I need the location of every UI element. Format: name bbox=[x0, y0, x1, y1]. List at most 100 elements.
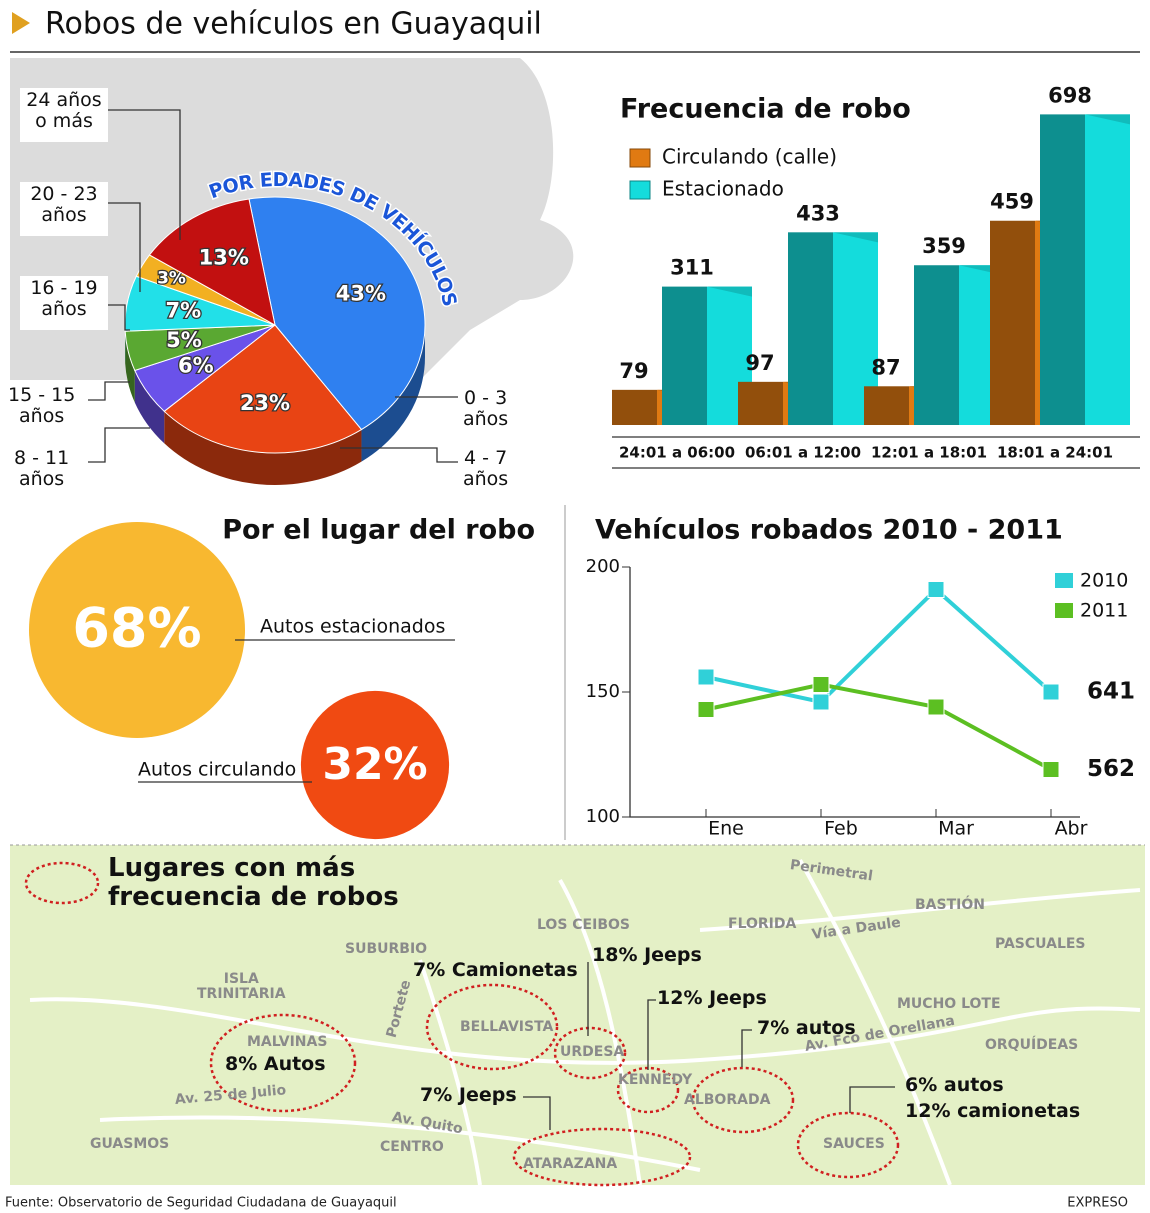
line-marker bbox=[927, 581, 945, 598]
callout-label: 18% Jeeps bbox=[592, 944, 702, 966]
leader-line bbox=[88, 427, 150, 463]
proportion-circle bbox=[29, 522, 245, 738]
place-label: PASCUALES bbox=[995, 936, 1086, 952]
place-label: KENNEDY bbox=[618, 1072, 693, 1088]
line-series bbox=[705, 586, 1053, 705]
leader-line bbox=[647, 999, 656, 1070]
legend-swatch bbox=[629, 180, 651, 200]
line-marker bbox=[697, 668, 715, 686]
pie-category-label: 24 años o más bbox=[20, 88, 108, 142]
place-label: CENTRO bbox=[380, 1139, 444, 1155]
legend-swatch bbox=[629, 148, 651, 168]
credit: EXPRESO bbox=[1067, 1196, 1128, 1211]
x-tick-label: Ene bbox=[708, 818, 744, 840]
chart-title: Frecuencia de robo bbox=[620, 94, 911, 125]
bar-value-label: 87 bbox=[871, 355, 900, 379]
x-tick-label: Abr bbox=[1055, 818, 1088, 840]
bar-top bbox=[1040, 114, 1130, 125]
leader-line bbox=[108, 304, 130, 331]
line-marker bbox=[697, 701, 715, 718]
map-roads bbox=[29, 859, 1141, 1186]
circle-category-label: Autos circulando bbox=[138, 759, 296, 781]
callout-label: 7% Camionetas bbox=[413, 959, 578, 981]
series-total-label: 641 bbox=[1087, 679, 1135, 705]
proportion-circle bbox=[300, 690, 450, 840]
pie-category-label: 16 - 19 años bbox=[20, 276, 108, 330]
leader-line bbox=[849, 1086, 895, 1113]
legend-label: Estacionado bbox=[662, 177, 784, 201]
bar-top bbox=[788, 232, 878, 243]
place-label: ISLA TRINITARIA bbox=[197, 971, 286, 1003]
line-marker bbox=[812, 676, 830, 693]
bar-value-label: 97 bbox=[745, 351, 774, 375]
hotspot-ellipse bbox=[209, 1013, 357, 1113]
pie-value-label: 7% bbox=[166, 298, 202, 322]
x-tick-label: Mar bbox=[938, 818, 974, 840]
hotspot-ellipse bbox=[512, 1127, 692, 1187]
legend-label: Circulando (calle) bbox=[662, 145, 837, 169]
pie-slice-side bbox=[361, 325, 426, 462]
bar-value-label: 459 bbox=[990, 190, 1034, 214]
pie-category-label: 20 - 23 años bbox=[20, 182, 108, 236]
pie-category-label: 0 - 3 años bbox=[463, 387, 509, 430]
pie-category-label: 4 - 7 años bbox=[463, 447, 509, 490]
page-title: Robos de vehículos en Guayaquil bbox=[45, 7, 542, 42]
source: Fuente: Observatorio de Seguridad Ciudad… bbox=[5, 1196, 397, 1211]
bar-value-label: 698 bbox=[1048, 83, 1092, 107]
bar bbox=[1085, 114, 1130, 425]
line-marker bbox=[1042, 761, 1060, 778]
pie-category-label: 8 - 11 años bbox=[14, 447, 70, 490]
legend-label: 2011 bbox=[1080, 600, 1128, 622]
leader-line bbox=[741, 1029, 752, 1067]
hotspot-ellipse bbox=[553, 1026, 627, 1080]
place-label: SAUCES bbox=[823, 1136, 885, 1152]
legend-swatch bbox=[1055, 573, 1073, 588]
pie-value-label: 3% bbox=[157, 268, 186, 288]
place-label: BASTIÓN bbox=[915, 897, 985, 913]
y-tick-label: 100 bbox=[586, 806, 620, 827]
title-marker bbox=[12, 12, 30, 34]
place-label: ALBORADA bbox=[684, 1092, 771, 1108]
pie-slice bbox=[163, 324, 363, 454]
chart-title: Vehículos robados 2010 - 2011 bbox=[595, 515, 1063, 546]
hotspot-ellipse bbox=[796, 1111, 900, 1179]
bar-side bbox=[612, 389, 657, 425]
bar-side bbox=[788, 232, 833, 425]
pie-value-label: 43% bbox=[336, 282, 386, 306]
leader-line bbox=[523, 1096, 551, 1130]
pie-category-label: 15 - 15 años bbox=[8, 384, 76, 427]
place-label: ORQUÍDEAS bbox=[985, 1037, 1079, 1053]
callout-label: 7% autos bbox=[757, 1017, 856, 1039]
y-tick-label: 200 bbox=[586, 556, 620, 577]
place-label: SUBURBIO bbox=[345, 941, 428, 957]
line-marker bbox=[927, 698, 945, 716]
bar-value-label: 79 bbox=[619, 359, 648, 383]
place-label: MUCHO LOTE bbox=[897, 996, 1001, 1012]
circle-value-label: 32% bbox=[322, 739, 427, 790]
place-label: GUASMOS bbox=[90, 1136, 170, 1152]
line-marker bbox=[812, 693, 830, 711]
chart-title: Por el lugar del robo bbox=[222, 515, 535, 546]
circle-category-label: Autos estacionados bbox=[260, 616, 445, 638]
callout-label: 12% Jeeps bbox=[657, 987, 767, 1009]
bar-side bbox=[990, 220, 1035, 425]
bar-top bbox=[662, 286, 752, 297]
hotspot-ellipse bbox=[425, 983, 559, 1071]
pie-slice-side bbox=[134, 370, 165, 444]
pie-slice-side bbox=[164, 411, 362, 485]
pie-value-label: 6% bbox=[178, 354, 214, 378]
pie-value-label: 5% bbox=[166, 328, 202, 352]
line-marker bbox=[1042, 683, 1060, 701]
bar-value-label: 359 bbox=[922, 234, 966, 258]
legend-label: 2010 bbox=[1080, 570, 1128, 592]
bar-side bbox=[662, 286, 707, 425]
pie-value-label: 23% bbox=[240, 391, 290, 415]
callout-label: 8% Autos bbox=[225, 1053, 326, 1075]
legend-swatch bbox=[1055, 603, 1073, 618]
bar-side bbox=[738, 381, 783, 425]
series-total-label: 562 bbox=[1087, 756, 1135, 782]
y-tick-label: 150 bbox=[586, 681, 620, 702]
leader-line bbox=[88, 381, 130, 401]
